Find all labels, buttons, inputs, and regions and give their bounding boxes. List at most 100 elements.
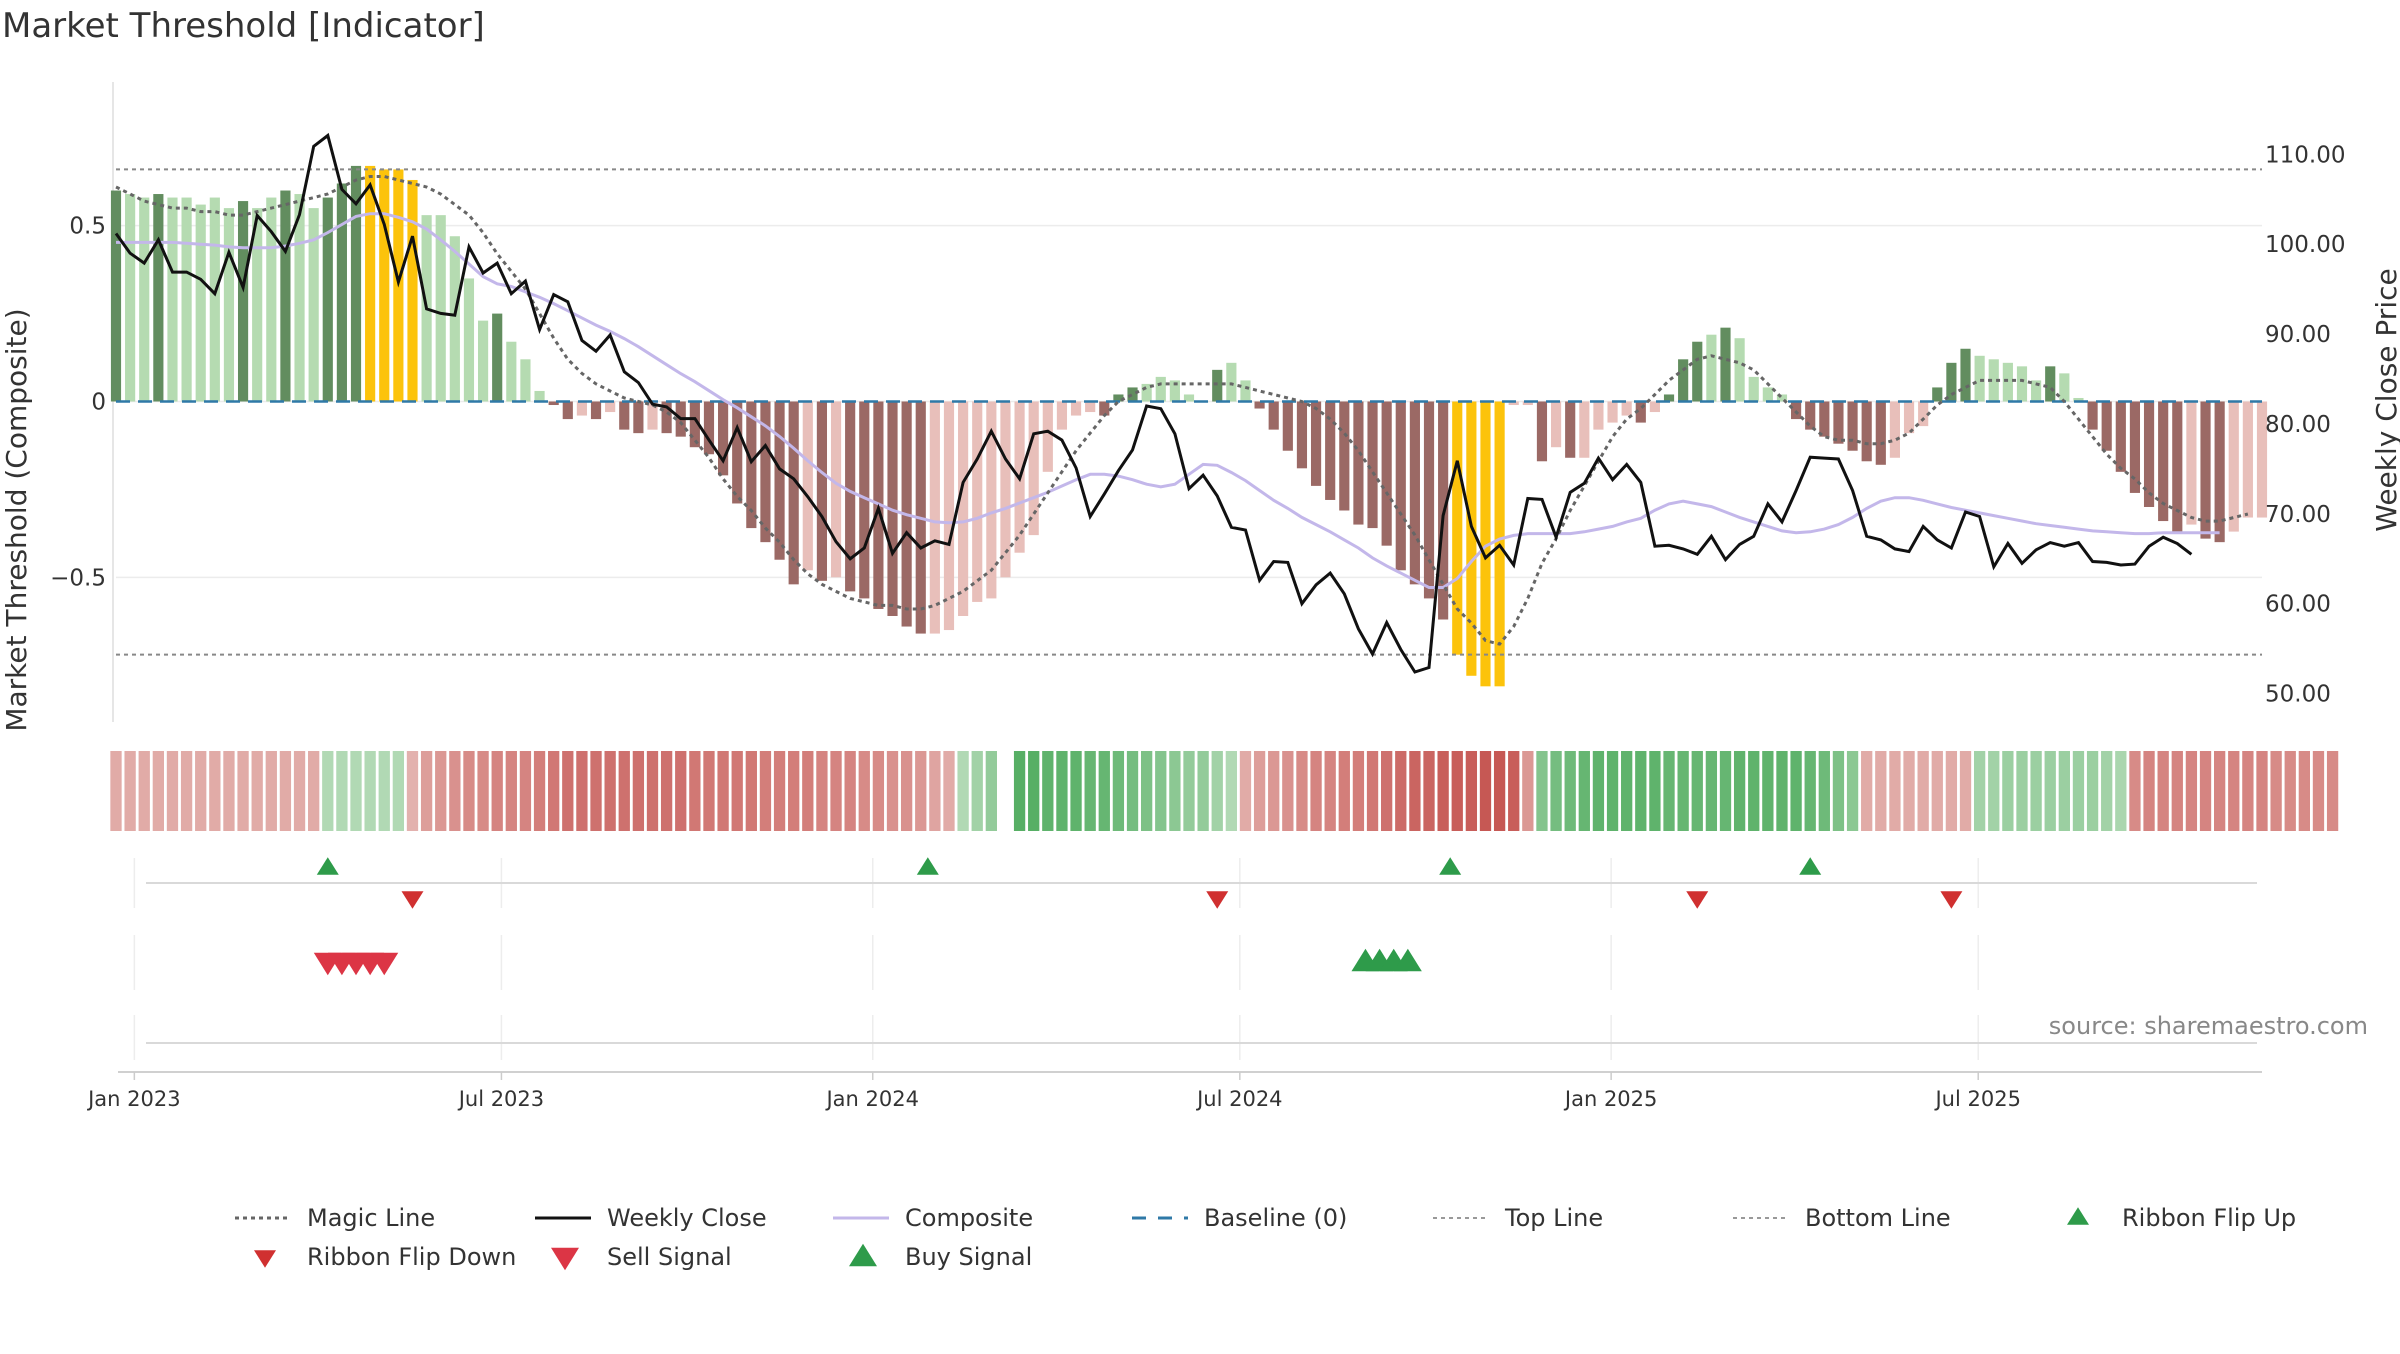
ribbon-cell xyxy=(1211,751,1223,831)
composite-bar xyxy=(153,194,164,402)
composite-bar xyxy=(1212,369,1223,402)
source-attribution: source: sharemaestro.com xyxy=(2049,1012,2368,1040)
ribbon-cell xyxy=(1225,751,1238,831)
ribbon-cell xyxy=(1056,751,1068,831)
composite-bar xyxy=(167,197,178,402)
composite-bar xyxy=(1296,401,1308,469)
ribbon-cell xyxy=(420,751,433,831)
ribbon-cell xyxy=(646,751,659,831)
composite-bar xyxy=(576,401,587,416)
ribbon-cell xyxy=(1479,751,1492,831)
ribbon-cell xyxy=(1437,751,1449,831)
ribbon-cell xyxy=(788,751,800,831)
ribbon-cell xyxy=(1875,751,1887,831)
ribbon-flip-up-marker xyxy=(1799,857,1822,875)
composite-bar xyxy=(1946,362,1957,402)
ribbon-cell xyxy=(1677,751,1689,831)
composite-bar xyxy=(1240,380,1251,402)
ribbon-cell xyxy=(2086,751,2099,831)
ribbon-cell xyxy=(1493,751,1506,831)
composite-bar xyxy=(845,401,856,592)
composite-bar xyxy=(1183,394,1195,402)
composite-bar xyxy=(1833,401,1844,444)
y-tick-left: 0 xyxy=(91,390,106,416)
signal-panels xyxy=(118,857,2262,1073)
composite-bar xyxy=(1070,401,1082,416)
legend-swatch-sell xyxy=(551,1247,579,1271)
x-tick-label: Jul 2024 xyxy=(1195,1087,1282,1111)
ribbon-cell xyxy=(985,751,997,831)
legend-item-bottom: Bottom Line xyxy=(1733,1204,1951,1232)
composite-bar xyxy=(718,401,729,476)
ribbon-cell xyxy=(1988,751,2000,831)
legend-item-baseline: Baseline (0) xyxy=(1132,1204,1347,1232)
composite-bar xyxy=(972,401,983,602)
composite-bar xyxy=(1254,401,1265,409)
composite-bar xyxy=(1522,401,1533,406)
ribbon-cell xyxy=(1239,751,1252,831)
ribbon-cell xyxy=(2284,751,2296,831)
composite-bar xyxy=(2242,401,2253,518)
legend-label: Top Line xyxy=(1504,1204,1603,1232)
composite-bar xyxy=(2172,401,2183,532)
ribbon-cell xyxy=(1324,751,1336,831)
weekly-close-line xyxy=(114,132,2193,674)
composite-bar xyxy=(2087,401,2098,430)
legend-item-composite: Composite xyxy=(833,1204,1033,1232)
composite-bar xyxy=(1621,401,1632,416)
ribbon-cell xyxy=(957,751,969,831)
ribbon-cell xyxy=(1578,751,1590,831)
series-lines xyxy=(114,132,2249,674)
composite-bar xyxy=(1452,401,1463,655)
composite-bar xyxy=(2129,401,2141,493)
composite-bar xyxy=(1903,401,1915,434)
ribbon-cell xyxy=(1508,751,1520,831)
legend-item-weekly: Weekly Close xyxy=(535,1204,767,1232)
ribbon-cell xyxy=(124,751,136,831)
ribbon-cell xyxy=(505,751,517,831)
legend-label: Ribbon Flip Up xyxy=(2122,1204,2296,1232)
legend-label: Sell Signal xyxy=(607,1243,732,1271)
legend-item-sell: Sell Signal xyxy=(551,1243,732,1271)
ribbon-cell xyxy=(1790,751,1802,831)
legend-item-flipdown: Ribbon Flip Down xyxy=(254,1243,516,1271)
composite-bar xyxy=(1974,355,1985,402)
ribbon-cell xyxy=(689,751,701,831)
ribbon-cell xyxy=(195,751,207,831)
magic-line xyxy=(115,175,2249,646)
legend-item-flipup: Ribbon Flip Up xyxy=(2067,1204,2296,1232)
ribbon-cell xyxy=(2101,751,2113,831)
ribbon-cell xyxy=(1903,751,1915,831)
ribbon-cell xyxy=(166,751,179,831)
composite-bar xyxy=(703,401,715,455)
ribbon-cell xyxy=(2312,751,2325,831)
legend-item-top: Top Line xyxy=(1433,1204,1603,1232)
composite-bar xyxy=(1367,401,1378,529)
buy-signal-marker xyxy=(1393,948,1422,972)
composite-bar xyxy=(1099,401,1110,416)
ribbon-cell xyxy=(1959,751,1972,831)
ribbon-cell xyxy=(1042,751,1054,831)
ribbon-cell xyxy=(2058,751,2070,831)
composite-bar xyxy=(2186,401,2197,525)
composite-bar xyxy=(1988,359,1999,402)
ribbon-cell xyxy=(1804,751,1816,831)
ribbon-cell xyxy=(237,751,249,831)
ribbon-cell xyxy=(1352,751,1365,831)
legend-swatch-flipdown xyxy=(254,1250,276,1268)
ribbon-cell xyxy=(943,751,955,831)
composite-bars xyxy=(110,165,2268,687)
composite-bar xyxy=(859,401,870,599)
ribbon-cell xyxy=(1663,751,1675,831)
legend-item-buy: Buy Signal xyxy=(849,1243,1032,1271)
ribbon-flip-down-marker xyxy=(1206,891,1229,909)
ribbon-flip-up-marker xyxy=(1439,857,1462,875)
composite-bar xyxy=(237,201,249,402)
ribbon-cell xyxy=(138,751,150,831)
y-axis-label-right: Weekly Close Price xyxy=(2370,268,2400,531)
composite-bar xyxy=(633,401,644,434)
ribbon-cell xyxy=(1268,751,1280,831)
legend-swatch-flipup xyxy=(2067,1207,2089,1225)
ribbon-cell xyxy=(1126,751,1139,831)
y-tick-right: 110.00 xyxy=(2265,142,2345,168)
